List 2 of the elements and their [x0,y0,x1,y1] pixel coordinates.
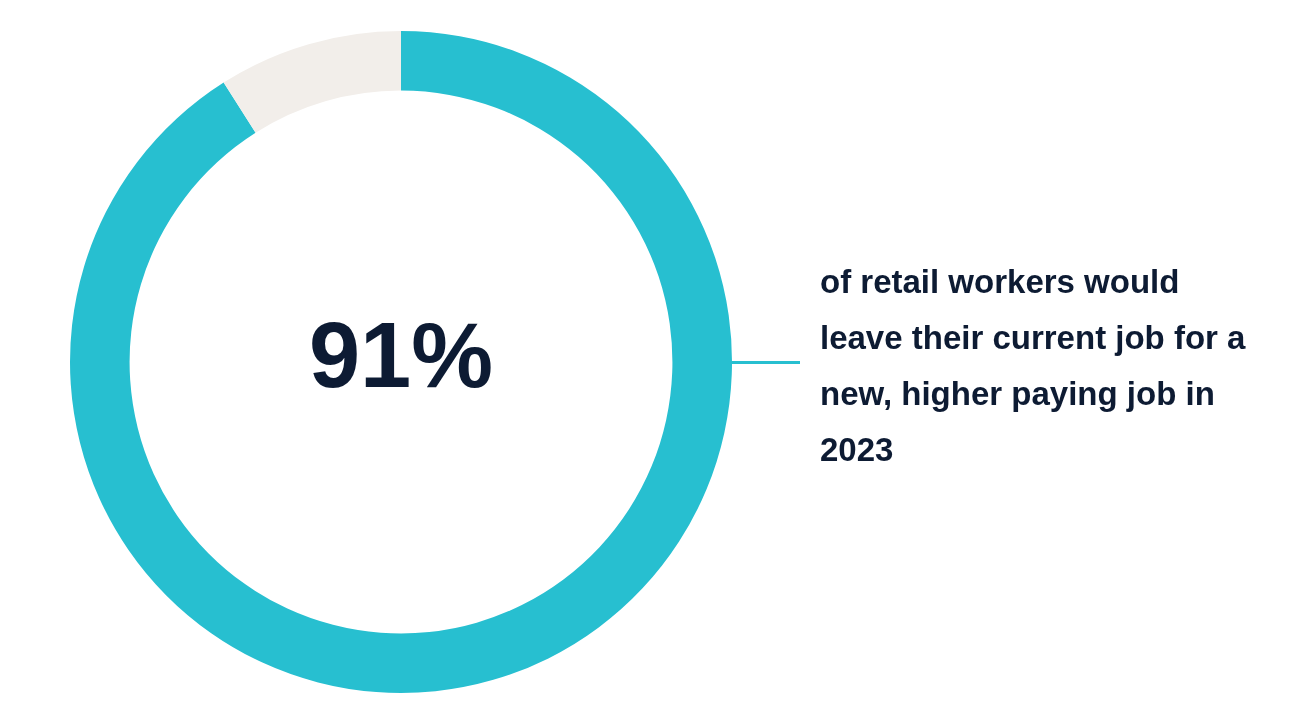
data-label: 91% [308,304,494,407]
text: of retail workers would leave their current job for a new, higher paying job in 2023 [820,262,1247,470]
